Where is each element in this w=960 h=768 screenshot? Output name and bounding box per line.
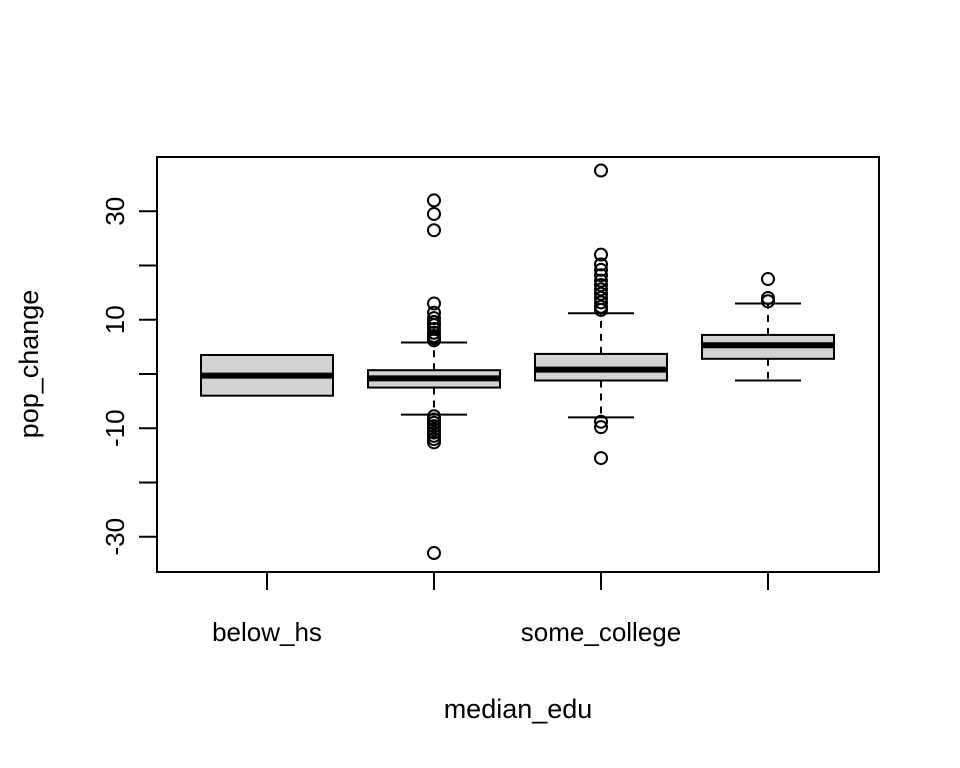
outlier-point [594, 286, 608, 301]
outlier-point [427, 296, 441, 311]
outlier-point [594, 451, 608, 466]
axes: -30 -10 10 30 below_hs some_college [100, 156, 880, 647]
outlier-point [427, 546, 441, 561]
outlier-point [427, 206, 441, 221]
x-tick-label: below_hs [212, 617, 322, 647]
x-axis-title: median_edu [444, 694, 593, 724]
outlier-point [594, 302, 608, 317]
y-tick-label: 30 [100, 197, 130, 226]
box-group [534, 163, 668, 466]
x-tick-label: some_college [521, 617, 681, 647]
outlier-point [594, 420, 608, 435]
box-group [701, 272, 835, 382]
box-group [200, 354, 334, 397]
outlier-point [761, 294, 775, 309]
outlier-point [594, 282, 608, 297]
y-tick-label: 10 [100, 305, 130, 334]
box-group [367, 193, 501, 561]
outlier-point [594, 295, 608, 310]
y-tick-label: -10 [100, 409, 130, 447]
outlier-point [594, 273, 608, 288]
outlier-point [761, 272, 775, 287]
outlier-point [594, 268, 608, 283]
outlier-point [427, 435, 441, 450]
outlier-point [427, 333, 441, 348]
outlier-point [594, 414, 608, 429]
outlier-point [594, 257, 608, 272]
outlier-point [427, 193, 441, 208]
plot-area [200, 163, 835, 561]
outlier-point [594, 278, 608, 293]
outlier-point [594, 163, 608, 178]
y-tick-label: -30 [100, 518, 130, 556]
outlier-point [594, 262, 608, 277]
y-axis-title: pop_change [14, 290, 44, 439]
outlier-point [594, 247, 608, 262]
outlier-point [427, 223, 441, 238]
outlier-point [427, 311, 441, 326]
outlier-point [427, 318, 441, 333]
